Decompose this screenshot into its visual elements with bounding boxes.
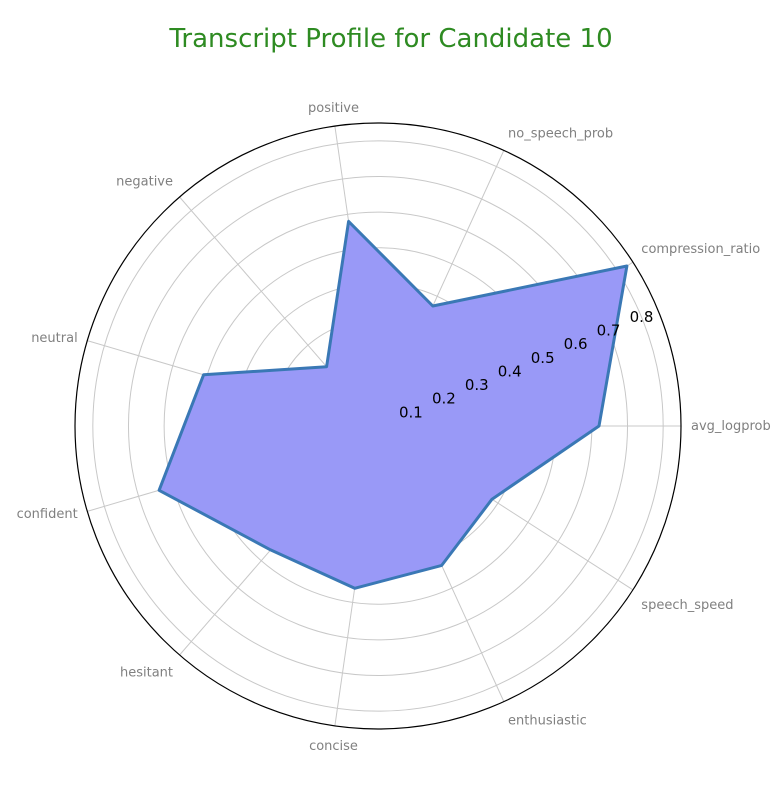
radial-tick-label: 0.2 [432, 390, 456, 408]
data-layer [157, 219, 629, 590]
data-line [157, 219, 629, 590]
radial-tick-label: 0.5 [531, 349, 555, 367]
axis-label-avg-logprob: avg_logprob [691, 419, 771, 434]
chart-title: Transcript Profile for Candidate 10 [169, 24, 613, 54]
data-area [159, 221, 627, 589]
axis-labels: avg_logprob compression_ratio no_speech_pr… [17, 101, 771, 754]
axis-label-no-speech-prob: no_speech_prob [508, 126, 613, 141]
axis-label-enthusiastic: enthusiastic [508, 714, 587, 729]
axis-label-hesitant: hesitant [120, 666, 173, 681]
axis-label-compression-ratio: compression_ratio [641, 242, 760, 257]
axis-label-negative: negative [116, 175, 173, 190]
radial-tick-label: 0.6 [564, 335, 588, 353]
radial-tick-label: 0.1 [399, 403, 423, 421]
axis-label-neutral: neutral [31, 331, 78, 346]
radial-tick-label: 0.7 [597, 322, 621, 340]
axis-label-concise: concise [309, 739, 358, 754]
radial-tick-label: 0.3 [465, 376, 489, 394]
axis-label-positive: positive [308, 101, 359, 116]
outer-frame [74, 122, 682, 730]
radial-tick-label: 0.4 [498, 362, 522, 380]
radial-tick-labels: 0.1 0.2 0.3 0.4 0.5 0.6 0.7 0.8 [399, 308, 653, 422]
axis-label-speech-speed: speech_speed [641, 598, 733, 613]
radial-tick-label: 0.8 [630, 308, 654, 326]
axis-label-confident: confident [17, 507, 78, 522]
